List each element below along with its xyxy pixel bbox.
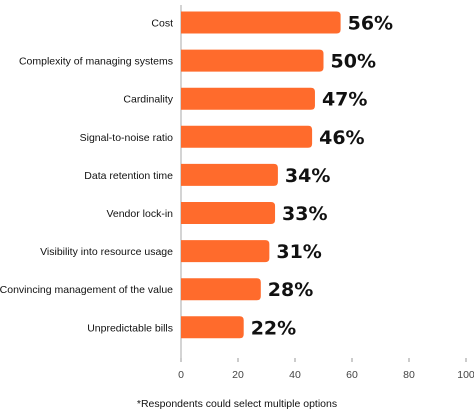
category-label: Data retention time — [84, 170, 173, 182]
value-label: 33% — [282, 203, 327, 225]
bar — [181, 163, 278, 186]
category-label: Unpredictable bills — [87, 322, 173, 334]
category-label: Vendor lock-in — [106, 208, 173, 220]
value-label: 47% — [322, 89, 367, 111]
x-tick-label: 20 — [232, 369, 244, 381]
value-label: 56% — [348, 13, 393, 35]
category-label: Cost — [151, 18, 173, 30]
category-label: Visibility into resource usage — [40, 246, 173, 258]
category-label: Convincing management of the value — [0, 284, 173, 296]
value-label: 50% — [331, 51, 376, 73]
x-tick-label: 0 — [178, 369, 184, 381]
category-label: Cardinality — [123, 94, 173, 106]
category-label: Signal-to-noise ratio — [80, 132, 174, 144]
value-label: 34% — [285, 165, 330, 187]
value-label: 46% — [319, 127, 364, 149]
value-label: 28% — [268, 279, 313, 301]
bar — [181, 11, 341, 34]
value-label: 31% — [276, 241, 321, 263]
bar — [181, 316, 244, 339]
bar — [181, 49, 324, 72]
bar — [181, 240, 270, 263]
x-tick-label: 100 — [457, 369, 474, 381]
footnote: *Respondents could select multiple optio… — [136, 398, 338, 410]
bar — [181, 87, 315, 110]
value-label: 22% — [251, 317, 296, 339]
bar — [181, 125, 313, 148]
category-label: Complexity of managing systems — [19, 56, 173, 68]
x-tick-label: 40 — [289, 369, 301, 381]
x-tick-label: 80 — [403, 369, 415, 381]
bar — [181, 202, 276, 224]
x-tick-label: 60 — [346, 369, 358, 381]
bar — [181, 278, 261, 301]
